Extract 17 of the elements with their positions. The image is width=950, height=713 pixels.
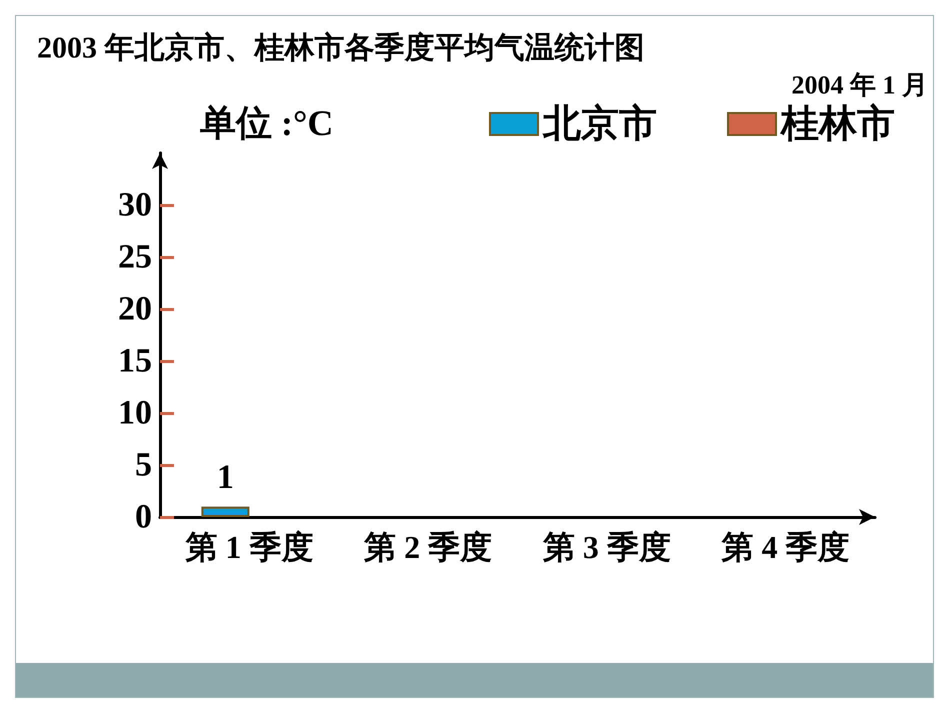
x-tick-label: 第 1 季度 bbox=[184, 529, 314, 565]
x-tick-label: 第 2 季度 bbox=[363, 529, 492, 565]
y-tick-label: 5 bbox=[135, 446, 152, 484]
y-tick-label: 30 bbox=[118, 186, 152, 224]
x-tick-label: 第 4 季度 bbox=[720, 529, 850, 565]
legend-label: 北京市 bbox=[542, 102, 657, 145]
y-tick-label: 10 bbox=[118, 394, 152, 432]
y-tick-label: 20 bbox=[118, 290, 152, 328]
y-tick-label: 15 bbox=[118, 342, 152, 380]
data-label: 1 bbox=[216, 459, 234, 496]
text: 2004 年 1 月 bbox=[792, 70, 928, 100]
y-tick-label: 25 bbox=[118, 238, 152, 276]
y-axis-title: 单位 :°C bbox=[199, 103, 334, 143]
chart-title: 2003 年北京市、桂林市各季度平均气温统计图 bbox=[37, 30, 644, 64]
legend-label: 桂林市 bbox=[779, 102, 895, 145]
y-tick-label: 0 bbox=[135, 498, 152, 536]
x-tick-label: 第 3 季度 bbox=[542, 529, 671, 565]
